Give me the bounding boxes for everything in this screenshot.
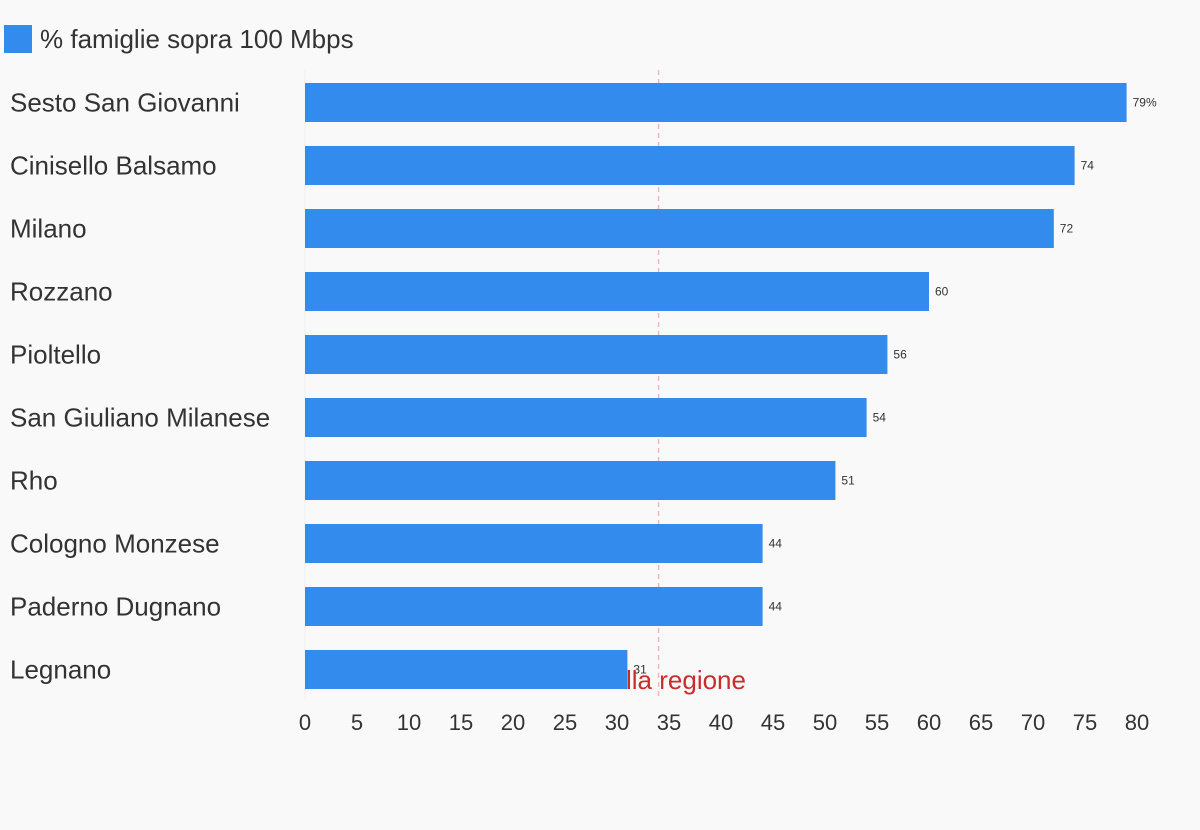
bar bbox=[305, 146, 1075, 185]
legend-label: % famiglie sopra 100 Mbps bbox=[40, 23, 354, 54]
category-label: San Giuliano Milanese bbox=[10, 403, 270, 433]
value-label: 31 bbox=[633, 663, 647, 677]
x-tick-label: 0 bbox=[299, 710, 311, 735]
x-tick-label: 50 bbox=[813, 710, 837, 735]
x-tick-label: 5 bbox=[351, 710, 363, 735]
bar bbox=[305, 524, 763, 563]
value-label: 44 bbox=[769, 600, 783, 614]
category-label: Paderno Dugnano bbox=[10, 592, 221, 622]
category-label: Legnano bbox=[10, 655, 111, 685]
value-label: 44 bbox=[769, 537, 783, 551]
bar bbox=[305, 209, 1054, 248]
category-label: Milano bbox=[10, 214, 87, 244]
category-label: Rho bbox=[10, 466, 58, 496]
x-tick-label: 10 bbox=[397, 710, 421, 735]
bar bbox=[305, 335, 888, 374]
legend: % famiglie sopra 100 Mbps bbox=[4, 24, 354, 54]
value-label: 60 bbox=[935, 285, 949, 299]
legend-swatch bbox=[4, 25, 32, 53]
bar bbox=[305, 587, 763, 626]
x-tick-label: 70 bbox=[1021, 710, 1045, 735]
x-tick-label: 30 bbox=[605, 710, 629, 735]
value-label: 72 bbox=[1060, 222, 1074, 236]
category-label: Cologno Monzese bbox=[10, 529, 220, 559]
x-tick-label: 45 bbox=[761, 710, 785, 735]
bar bbox=[305, 398, 867, 437]
x-tick-label: 40 bbox=[709, 710, 733, 735]
x-tick-label: 75 bbox=[1073, 710, 1097, 735]
category-label: Pioltello bbox=[10, 340, 101, 370]
x-tick-label: 15 bbox=[449, 710, 473, 735]
x-tick-label: 55 bbox=[865, 710, 889, 735]
reference-line-label: lla regione bbox=[626, 665, 746, 695]
value-label: 51 bbox=[841, 474, 855, 488]
bar bbox=[305, 83, 1127, 122]
x-tick-label: 60 bbox=[917, 710, 941, 735]
x-tick-label: 25 bbox=[553, 710, 577, 735]
x-tick-label: 65 bbox=[969, 710, 993, 735]
x-tick-label: 80 bbox=[1125, 710, 1149, 735]
category-label: Cinisello Balsamo bbox=[10, 151, 217, 181]
value-label: 74 bbox=[1081, 159, 1095, 173]
bar bbox=[305, 272, 929, 311]
bar bbox=[305, 461, 836, 500]
category-label: Rozzano bbox=[10, 277, 113, 307]
x-tick-label: 20 bbox=[501, 710, 525, 735]
x-tick-label: 35 bbox=[657, 710, 681, 735]
bar bbox=[305, 650, 628, 689]
value-label: 79% bbox=[1133, 96, 1157, 110]
value-label: 56 bbox=[893, 348, 907, 362]
value-label: 54 bbox=[873, 411, 887, 425]
category-label: Sesto San Giovanni bbox=[10, 88, 240, 118]
